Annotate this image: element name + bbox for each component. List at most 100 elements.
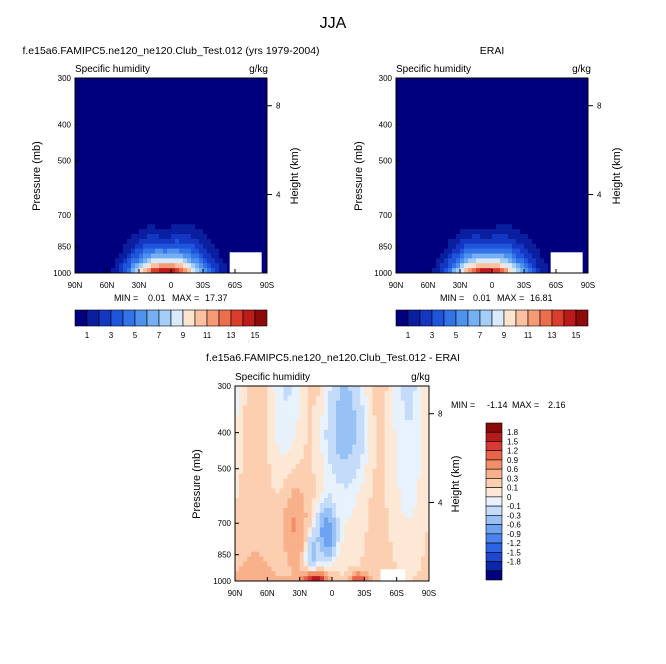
field-cell	[271, 434, 276, 441]
field-cell	[183, 131, 188, 137]
field-cell	[504, 97, 509, 103]
field-cell	[540, 126, 545, 133]
field-cell	[235, 175, 240, 181]
field-cell	[492, 92, 497, 98]
field-cell	[255, 224, 260, 230]
field-cell	[560, 82, 565, 89]
field-cell	[424, 425, 430, 431]
colorbar-swatch	[575, 309, 589, 327]
field-cell	[167, 165, 172, 172]
field-cell	[291, 415, 297, 421]
field-cell	[171, 268, 176, 274]
field-cell	[163, 97, 168, 103]
field-cell	[372, 425, 377, 431]
field-cell	[404, 468, 410, 475]
field-cell	[532, 204, 537, 211]
field-cell	[524, 82, 529, 89]
field-cell	[372, 420, 377, 426]
field-cell	[211, 224, 216, 230]
field-cell	[123, 209, 128, 215]
panel-3-title: f.e15a6.FAMIPC5.ne120_ne120.Club_Test.01…	[206, 352, 460, 364]
field-cell	[532, 141, 537, 147]
field-cell	[584, 258, 589, 264]
field-cell	[287, 415, 292, 421]
field-cell	[315, 439, 321, 445]
field-cell	[356, 449, 361, 455]
field-cell	[408, 219, 413, 225]
field-cell	[464, 102, 469, 108]
field-cell	[239, 107, 244, 113]
field-cell	[291, 468, 297, 475]
field-cell	[584, 146, 589, 152]
field-cell	[135, 253, 140, 259]
field-cell	[512, 92, 517, 98]
field-cell	[404, 175, 409, 181]
field-cell	[319, 395, 325, 402]
field-cell	[456, 224, 461, 230]
field-cell	[187, 243, 192, 250]
field-cell	[99, 141, 104, 147]
field-cell	[267, 415, 272, 421]
field-cell	[520, 229, 525, 235]
field-cell	[532, 112, 537, 118]
field-cell	[139, 170, 144, 176]
field-cell	[404, 258, 409, 264]
field-cell	[492, 160, 497, 167]
field-cell	[207, 263, 212, 269]
field-cell	[372, 464, 377, 470]
field-cell	[143, 82, 148, 89]
field-cell	[131, 151, 136, 157]
field-cell	[75, 146, 80, 152]
field-cell	[336, 386, 341, 392]
field-cell	[568, 117, 573, 123]
field-cell	[171, 238, 176, 245]
field-cell	[572, 97, 577, 103]
field-cell	[99, 224, 104, 230]
field-cell	[123, 253, 128, 259]
field-cell	[155, 263, 160, 269]
field-cell	[436, 243, 441, 250]
field-cell	[187, 214, 192, 220]
field-cell	[424, 468, 430, 475]
field-cell	[175, 78, 180, 84]
field-cell	[235, 420, 240, 426]
field-cell	[231, 190, 236, 196]
field-cell	[428, 229, 433, 235]
field-cell	[492, 126, 497, 133]
field-cell	[79, 121, 84, 128]
field-cell	[159, 234, 164, 240]
field-cell	[468, 87, 473, 94]
field-cell	[227, 136, 232, 142]
field-cell	[315, 415, 321, 421]
field-cell	[235, 238, 240, 245]
field-cell	[127, 238, 132, 245]
field-cell	[115, 175, 120, 181]
field-cell	[223, 219, 228, 225]
field-cell	[235, 464, 240, 470]
field-cell	[548, 141, 553, 147]
field-cell	[508, 117, 513, 123]
field-cell	[283, 464, 288, 470]
field-cell	[135, 185, 140, 191]
field-cell	[400, 78, 405, 84]
field-cell	[235, 488, 240, 494]
field-cell	[211, 151, 216, 157]
field-cell	[580, 234, 585, 240]
field-cell	[412, 204, 417, 211]
field-cell	[299, 405, 305, 411]
field-cell	[195, 112, 200, 118]
field-cell	[243, 136, 248, 142]
field-cell	[360, 429, 365, 436]
field-cell	[143, 214, 148, 220]
field-cell	[219, 190, 224, 196]
field-cell	[175, 204, 180, 211]
field-cell	[251, 146, 256, 152]
field-cell	[404, 420, 410, 426]
field-cell	[408, 117, 413, 123]
field-cell	[408, 107, 413, 113]
x-tick-label: 30N	[453, 281, 468, 290]
field-cell	[235, 209, 240, 215]
field-cell	[303, 439, 309, 445]
field-cell	[83, 170, 88, 176]
field-cell	[143, 78, 148, 84]
